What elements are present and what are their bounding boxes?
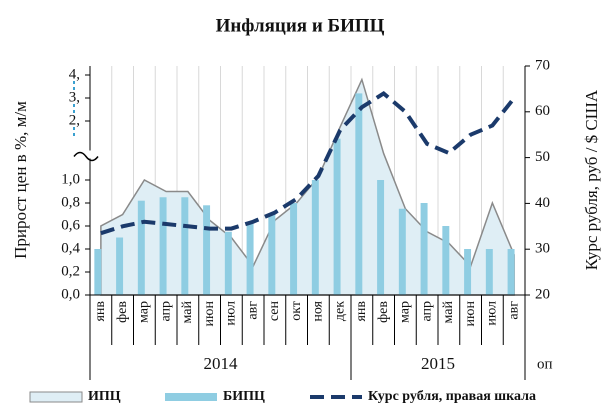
legend-swatch (165, 393, 217, 401)
y-tick-label: 0,0 (61, 286, 80, 302)
x-tick-label: авг (506, 301, 521, 320)
year-label: 2015 (421, 354, 455, 373)
bar (94, 249, 102, 295)
x-tick-label: окт (289, 301, 304, 321)
bar (137, 200, 145, 295)
bar (507, 249, 515, 295)
year-label: 2014 (204, 354, 239, 373)
legend-label: БИПЦ (223, 389, 265, 404)
bar (311, 180, 319, 295)
bar (268, 214, 276, 295)
bar (485, 249, 493, 295)
y2-tick-label: 70 (535, 57, 550, 73)
x-tick-label: май (441, 301, 456, 324)
bar (224, 231, 232, 295)
bar (442, 226, 450, 295)
x-tick-label: июл (224, 301, 239, 326)
x-tick-label: фев (115, 301, 130, 323)
ruble-line (100, 91, 516, 236)
bar (420, 203, 428, 295)
x-tick-label: янв (93, 301, 108, 322)
y-tick-label: 3, (69, 89, 80, 105)
chart-title: Инфляция и БИПЦ (216, 15, 385, 36)
bar (203, 205, 211, 295)
bar (333, 138, 341, 295)
y2-tick-label: 20 (535, 286, 550, 302)
x-tick-label: июн (463, 301, 478, 327)
y-tick-label: 0,8 (61, 194, 80, 210)
x-tick-label: мар (398, 301, 413, 323)
x-tick-label: апр (419, 301, 434, 322)
y-axis-label: Прирост цен в %, м/м (11, 101, 30, 259)
legend-label: Курс рубля, правая шкала (368, 389, 536, 404)
y-tick-label: 1,0 (61, 171, 80, 187)
axis-break (86, 150, 94, 159)
axis-break (73, 151, 99, 162)
bar (290, 203, 298, 295)
bar (398, 208, 406, 295)
legend-swatch (29, 391, 83, 403)
x-tick-label: июн (202, 301, 217, 327)
x-tick-label: янв (354, 301, 369, 322)
bar (246, 223, 254, 295)
y2-tick-label: 50 (535, 149, 550, 165)
y2-tick-label: 40 (535, 195, 550, 211)
y-tick-label: 4, (69, 66, 80, 82)
bar (116, 237, 124, 295)
x-tick-label: май (180, 301, 195, 324)
x-tick-label: дек (332, 301, 347, 321)
y-tick-label: 0,2 (61, 263, 80, 279)
y2-tick-label: 60 (535, 103, 550, 119)
bar (355, 93, 363, 296)
bar (377, 180, 385, 295)
legend-label: ИПЦ (88, 389, 121, 404)
x-tick-label: авг (245, 301, 260, 320)
x-tick-label: фев (376, 301, 391, 323)
x-tick-label: ноя (311, 300, 326, 321)
bar (464, 249, 472, 295)
y-tick-label: 0,4 (61, 240, 80, 256)
y-tick-label: 2, (69, 112, 80, 128)
x-tick-label: апр (158, 301, 173, 322)
x-tick-label: июл (485, 301, 500, 326)
x-tick-label: сен (267, 300, 282, 321)
bar (181, 197, 189, 295)
bar (159, 197, 167, 295)
x-tick-label: мар (137, 301, 152, 323)
y-tick-label: 0,6 (61, 217, 80, 233)
annotation: оп (537, 356, 553, 372)
y2-axis-label: Курс рубля, руб / $ США (582, 89, 601, 270)
y2-tick-label: 30 (535, 241, 550, 257)
